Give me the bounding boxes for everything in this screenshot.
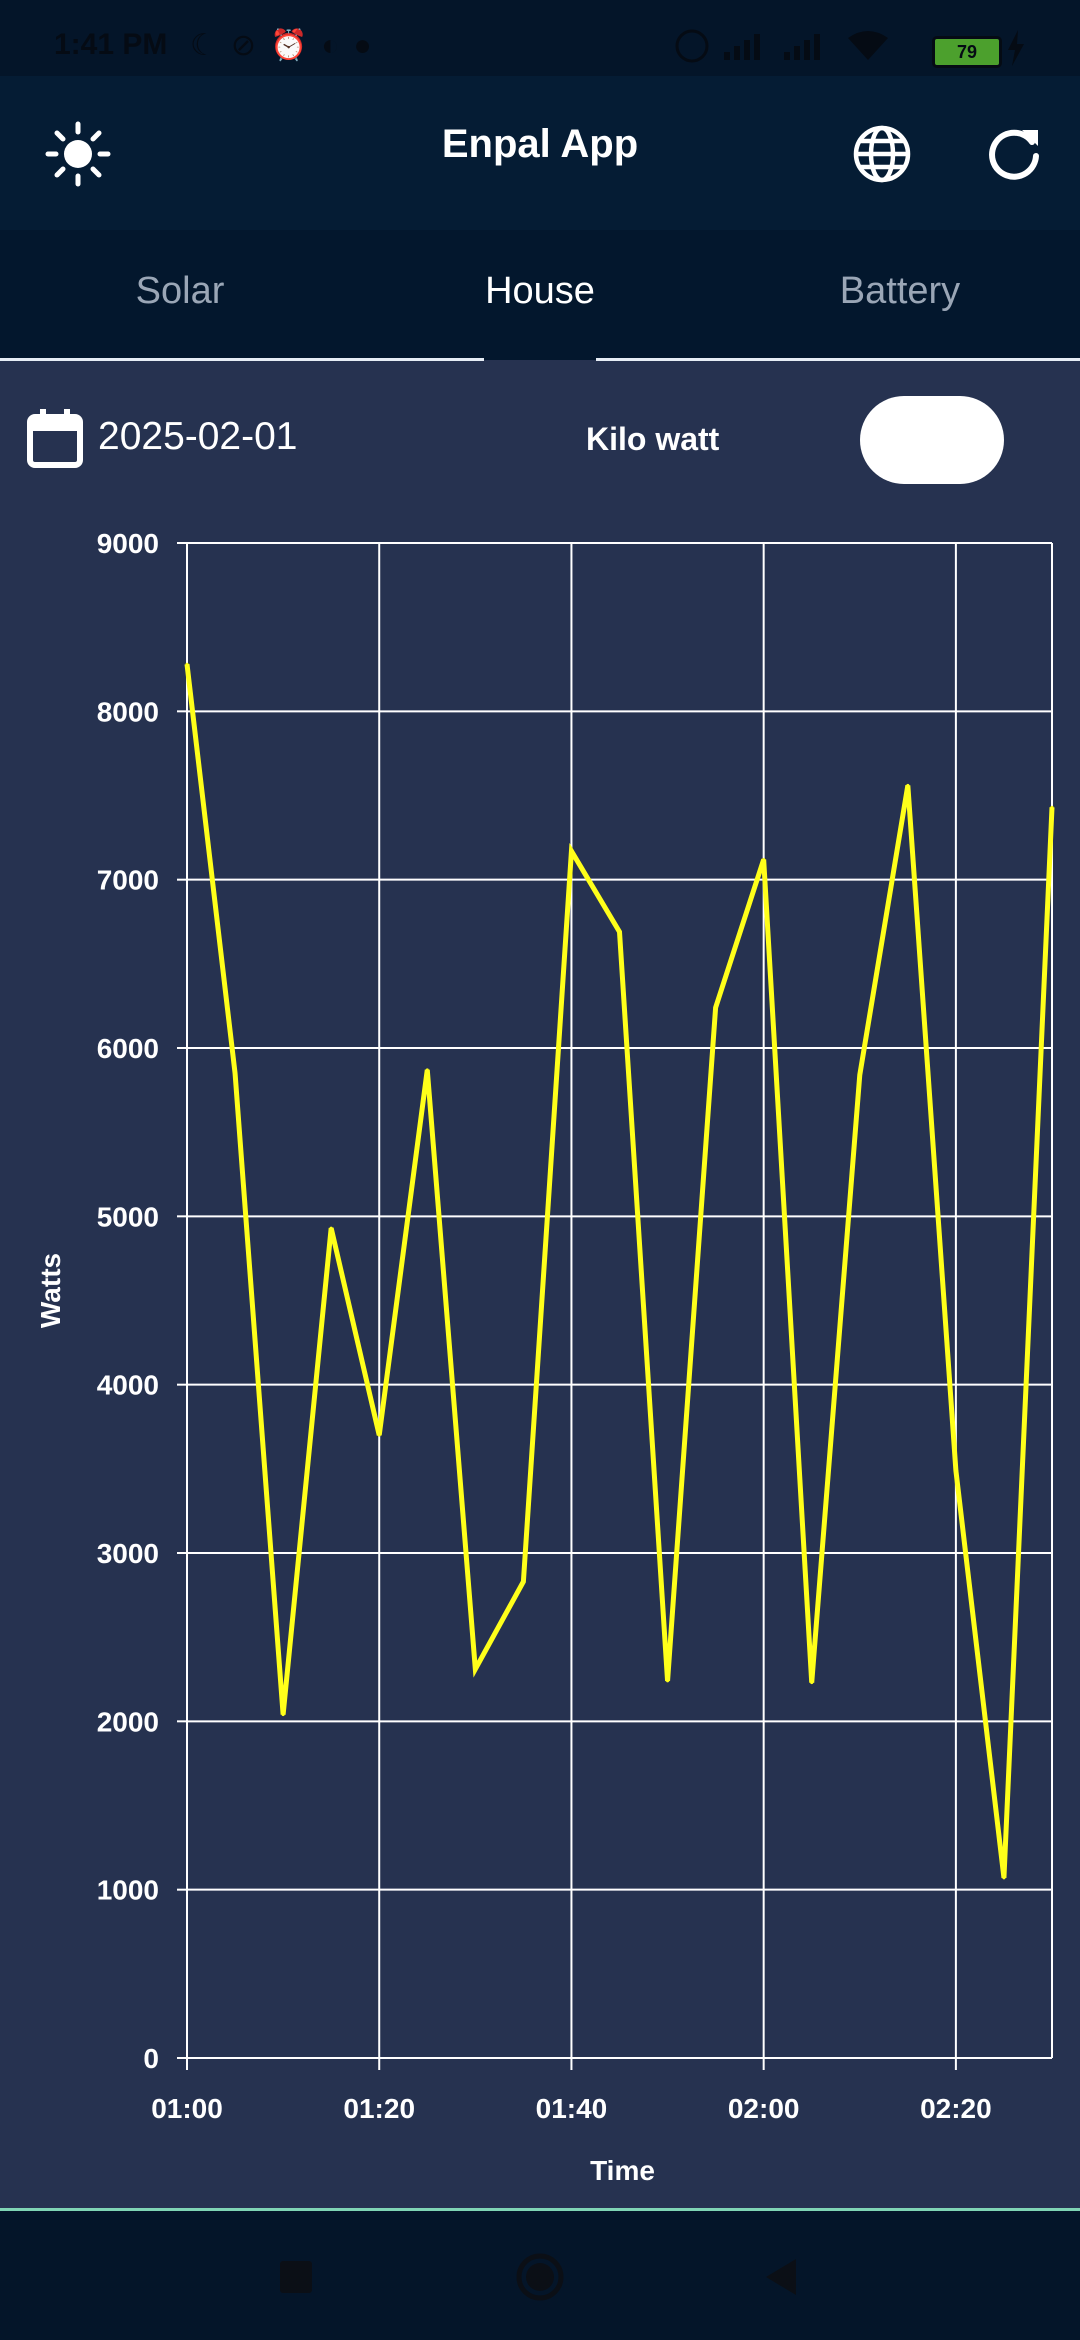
- x-tick-label: 01:40: [536, 2093, 608, 2124]
- tab-battery[interactable]: Battery: [839, 270, 961, 312]
- power-line-chart: 0 1000 2000 3000 4000 5000 6000 7000 8000 9000 01:…: [35, 528, 1055, 2186]
- controls-row: 2025-02-01 Kilo watt: [0, 361, 1080, 511]
- app-title: Enpal App: [441, 122, 639, 166]
- data-point: [666, 1679, 670, 1683]
- battery-icon: 79: [932, 36, 1002, 68]
- status-notification-icons: ☾⊘⏰◐●: [190, 28, 386, 63]
- wifi-icon: [848, 31, 888, 60]
- language-button[interactable]: [844, 116, 920, 192]
- data-point: [618, 930, 621, 934]
- app-bar: Enpal App: [0, 76, 1080, 230]
- y-tick-label: 0: [143, 2043, 159, 2074]
- data-point: [473, 1667, 477, 1671]
- signal-icon: [784, 34, 820, 60]
- alarm-icon: ⏰: [270, 29, 322, 62]
- home-icon: [516, 2253, 564, 2301]
- tab-divider: [0, 358, 484, 361]
- mute-icon: ⊘: [230, 29, 271, 62]
- x-tick-label: 02:20: [920, 2093, 992, 2124]
- data-point: [329, 1226, 333, 1230]
- y-tick-label: 3000: [97, 1538, 159, 1569]
- tab-divider: [596, 358, 1080, 361]
- date-picker-button[interactable]: [26, 407, 84, 469]
- brightness-icon: [45, 121, 111, 187]
- data-point: [762, 857, 766, 861]
- y-tick-label: 2000: [97, 1706, 159, 1737]
- charging-icon: [1008, 30, 1024, 66]
- x-axis-label: Time: [590, 2155, 655, 2186]
- data-point: [714, 1006, 718, 1010]
- refresh-icon: [989, 129, 1039, 180]
- home-button[interactable]: [514, 2251, 566, 2303]
- data-point: [377, 1433, 381, 1437]
- y-tick-label: 5000: [97, 1201, 159, 1232]
- unit-label: Kilo watt: [586, 421, 720, 457]
- data-point: [425, 1068, 429, 1072]
- y-tick-label: 8000: [97, 696, 159, 727]
- theme-toggle-button[interactable]: [40, 116, 116, 192]
- x-tick-label: 01:20: [343, 2093, 415, 2124]
- y-tick-label: 1000: [97, 1875, 159, 1906]
- status-system-icons: [675, 29, 888, 63]
- data-point: [281, 1713, 285, 1717]
- data-point: [1050, 805, 1054, 809]
- recents-icon: [280, 2261, 312, 2293]
- data-point: [954, 1469, 958, 1473]
- y-tick-label: 9000: [97, 528, 159, 559]
- status-time: 1:41 PM: [54, 28, 168, 61]
- y-tick-label: 6000: [97, 1033, 159, 1064]
- back-button[interactable]: [758, 2251, 810, 2303]
- divider: [0, 2208, 1080, 2211]
- data-point: [569, 849, 573, 853]
- x-tick-label: 02:00: [728, 2093, 800, 2124]
- data-point: [521, 1580, 525, 1584]
- tab-solar[interactable]: Solar: [135, 270, 225, 312]
- tab-bar: Solar House Battery: [0, 230, 1080, 361]
- data-point: [1002, 1876, 1006, 1880]
- back-icon: [766, 2259, 796, 2295]
- data-point: [185, 662, 189, 666]
- selected-date[interactable]: 2025-02-01: [98, 415, 298, 458]
- data-point: [906, 783, 910, 787]
- data-point: [810, 1681, 814, 1685]
- contrast-icon: ◐: [321, 29, 354, 62]
- globe-icon: [853, 125, 911, 183]
- y-tick-label: 7000: [97, 865, 159, 896]
- signal-icon: [724, 34, 760, 60]
- tab-house[interactable]: House: [485, 270, 595, 312]
- data-point: [858, 1073, 862, 1077]
- unit-toggle[interactable]: [860, 396, 1004, 484]
- moon-icon: ☾: [190, 29, 231, 62]
- y-axis-label: Watts: [35, 1253, 66, 1328]
- refresh-button[interactable]: [976, 116, 1052, 192]
- series-line: [184, 663, 1055, 1879]
- app-icon: ●: [353, 29, 386, 62]
- status-bar: 1:41 PM ☾⊘⏰◐● 79: [0, 0, 1080, 76]
- data-point: [233, 1071, 237, 1075]
- calendar-icon: [27, 409, 83, 468]
- x-tick-label: 01:00: [151, 2093, 223, 2124]
- y-tick-label: 4000: [97, 1370, 159, 1401]
- recents-button[interactable]: [270, 2251, 322, 2303]
- registered-icon: [675, 29, 709, 63]
- navigation-bar: [0, 2211, 1080, 2340]
